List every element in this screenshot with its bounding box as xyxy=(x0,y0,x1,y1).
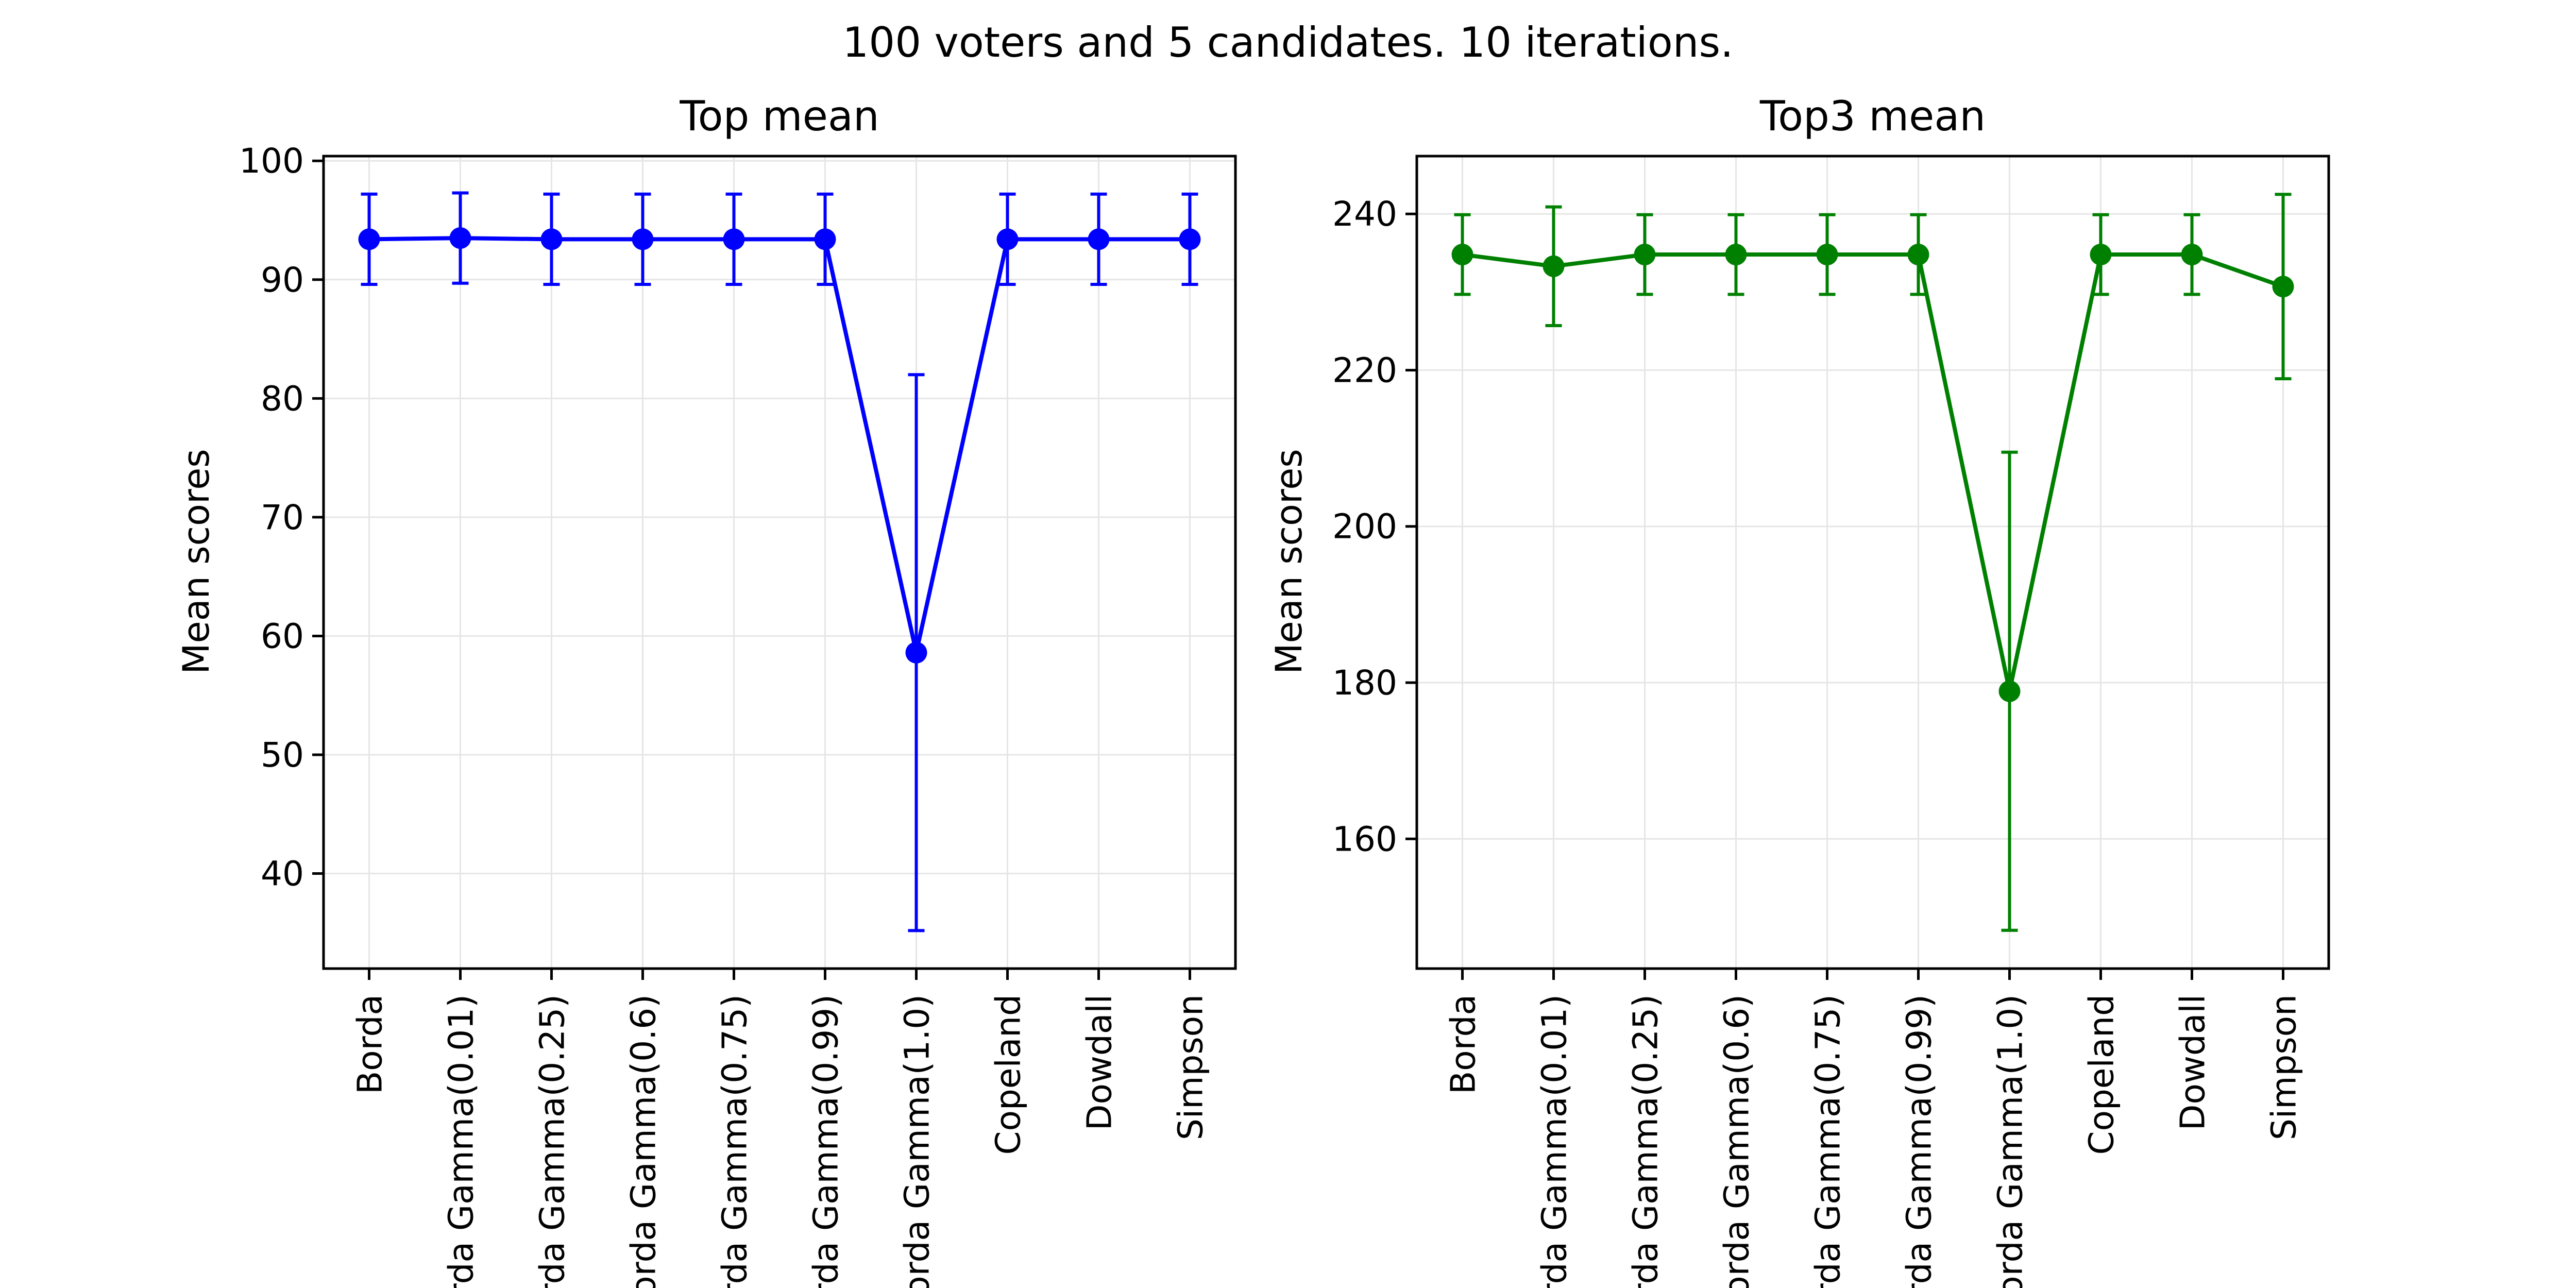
x-tick-label: Borda Gamma(0.25) xyxy=(533,994,572,1288)
x-tick-label: Borda Gamma(0.6) xyxy=(624,994,664,1288)
plot-frame-top-mean xyxy=(322,155,1237,970)
chart-title-top3-mean: Top3 mean xyxy=(1759,92,1986,140)
data-point xyxy=(1907,244,1929,266)
x-tick-label: Borda Gamma(1.0) xyxy=(1991,994,2030,1288)
x-tick-label: Borda Gamma(0.75) xyxy=(715,994,755,1288)
data-point xyxy=(1998,680,2021,702)
figure-title: 100 voters and 5 candidates. 10 iteratio… xyxy=(842,19,1733,66)
data-point xyxy=(2090,244,2112,266)
x-tick-label: Borda Gamma(0.99) xyxy=(806,994,846,1288)
y-tick-label: 60 xyxy=(261,616,304,656)
data-point xyxy=(540,228,563,250)
x-tick-label: Borda Gamma(0.01) xyxy=(442,994,481,1288)
y-tick-label: 100 xyxy=(239,141,304,181)
y-tick-label: 240 xyxy=(1332,194,1397,234)
x-tick-label: Borda xyxy=(1444,994,1483,1094)
y-tick-label: 70 xyxy=(261,498,304,537)
data-point xyxy=(1088,228,1110,250)
x-tick-label: Borda xyxy=(350,994,390,1094)
chart-top-mean: Top mean Mean scores 40 50 60 70 80 90 100 Bord… xyxy=(175,92,1237,1288)
plot-frame-top3-mean xyxy=(1415,155,2330,970)
x-tick-label: Borda Gamma(0.01) xyxy=(1535,994,1574,1288)
y-tick-label: 200 xyxy=(1332,507,1397,547)
series-line-top-mean xyxy=(369,236,1190,655)
x-tick-label: Copeland xyxy=(989,994,1028,1155)
x-tick-label: Copeland xyxy=(2082,994,2122,1155)
data-point xyxy=(1179,228,1201,250)
data-point xyxy=(723,228,745,250)
data-point xyxy=(358,228,380,250)
data-point xyxy=(814,228,836,250)
x-tick-label: Dowdall xyxy=(2173,994,2213,1130)
data-point xyxy=(1725,244,1747,266)
x-tick-label: Borda Gamma(1.0) xyxy=(897,994,937,1288)
chart-title-top-mean: Top mean xyxy=(679,92,879,140)
y-tick-label: 40 xyxy=(261,854,304,894)
chart-top3-mean: Top3 mean Mean scores 160 180 200 220 240 Bor… xyxy=(1268,92,2330,1288)
y-tick-label: 80 xyxy=(261,379,304,418)
y-tick-label: 160 xyxy=(1332,819,1397,859)
x-tick-label: Dowdall xyxy=(1080,994,1120,1130)
data-point xyxy=(449,227,471,249)
series-line-top3-mean xyxy=(1462,252,2284,693)
x-tick-label: Borda Gamma(0.99) xyxy=(1900,994,1939,1288)
y-tick-label: 50 xyxy=(261,735,304,775)
y-tick-label: 220 xyxy=(1332,350,1397,390)
x-tick-label: Simpson xyxy=(1171,994,1211,1140)
data-point xyxy=(2181,244,2203,266)
data-point xyxy=(632,228,654,250)
y-tick-label: 90 xyxy=(261,260,304,300)
x-tick-label: Borda Gamma(0.25) xyxy=(1626,994,1666,1288)
y-tick-label: 180 xyxy=(1332,663,1397,703)
y-axis-label-top3-mean: Mean scores xyxy=(1268,449,1310,674)
data-point xyxy=(2272,276,2294,298)
data-point xyxy=(1451,244,1473,266)
data-point xyxy=(1543,255,1565,277)
x-tick-label: Borda Gamma(0.75) xyxy=(1808,994,1848,1288)
data-point xyxy=(1816,244,1838,266)
data-point xyxy=(905,641,927,664)
data-point xyxy=(996,228,1019,250)
x-tick-label: Borda Gamma(0.6) xyxy=(1717,994,1757,1288)
y-axis-label-top-mean: Mean scores xyxy=(175,449,217,674)
data-point xyxy=(1634,244,1656,266)
x-tick-label: Simpson xyxy=(2264,994,2304,1140)
